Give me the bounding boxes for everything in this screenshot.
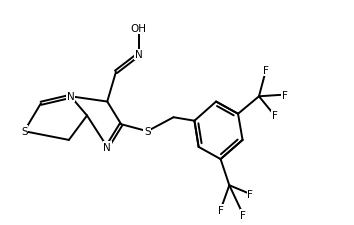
Text: F: F	[218, 205, 223, 215]
Text: F: F	[272, 111, 278, 121]
Text: N: N	[135, 50, 143, 60]
Text: F: F	[240, 210, 246, 220]
Text: F: F	[247, 189, 253, 199]
Text: F: F	[282, 90, 288, 100]
Text: OH: OH	[131, 24, 147, 34]
Text: F: F	[263, 66, 269, 76]
Text: N: N	[67, 92, 74, 102]
Text: N: N	[103, 142, 111, 152]
Text: S: S	[21, 127, 28, 137]
Text: S: S	[144, 127, 151, 137]
